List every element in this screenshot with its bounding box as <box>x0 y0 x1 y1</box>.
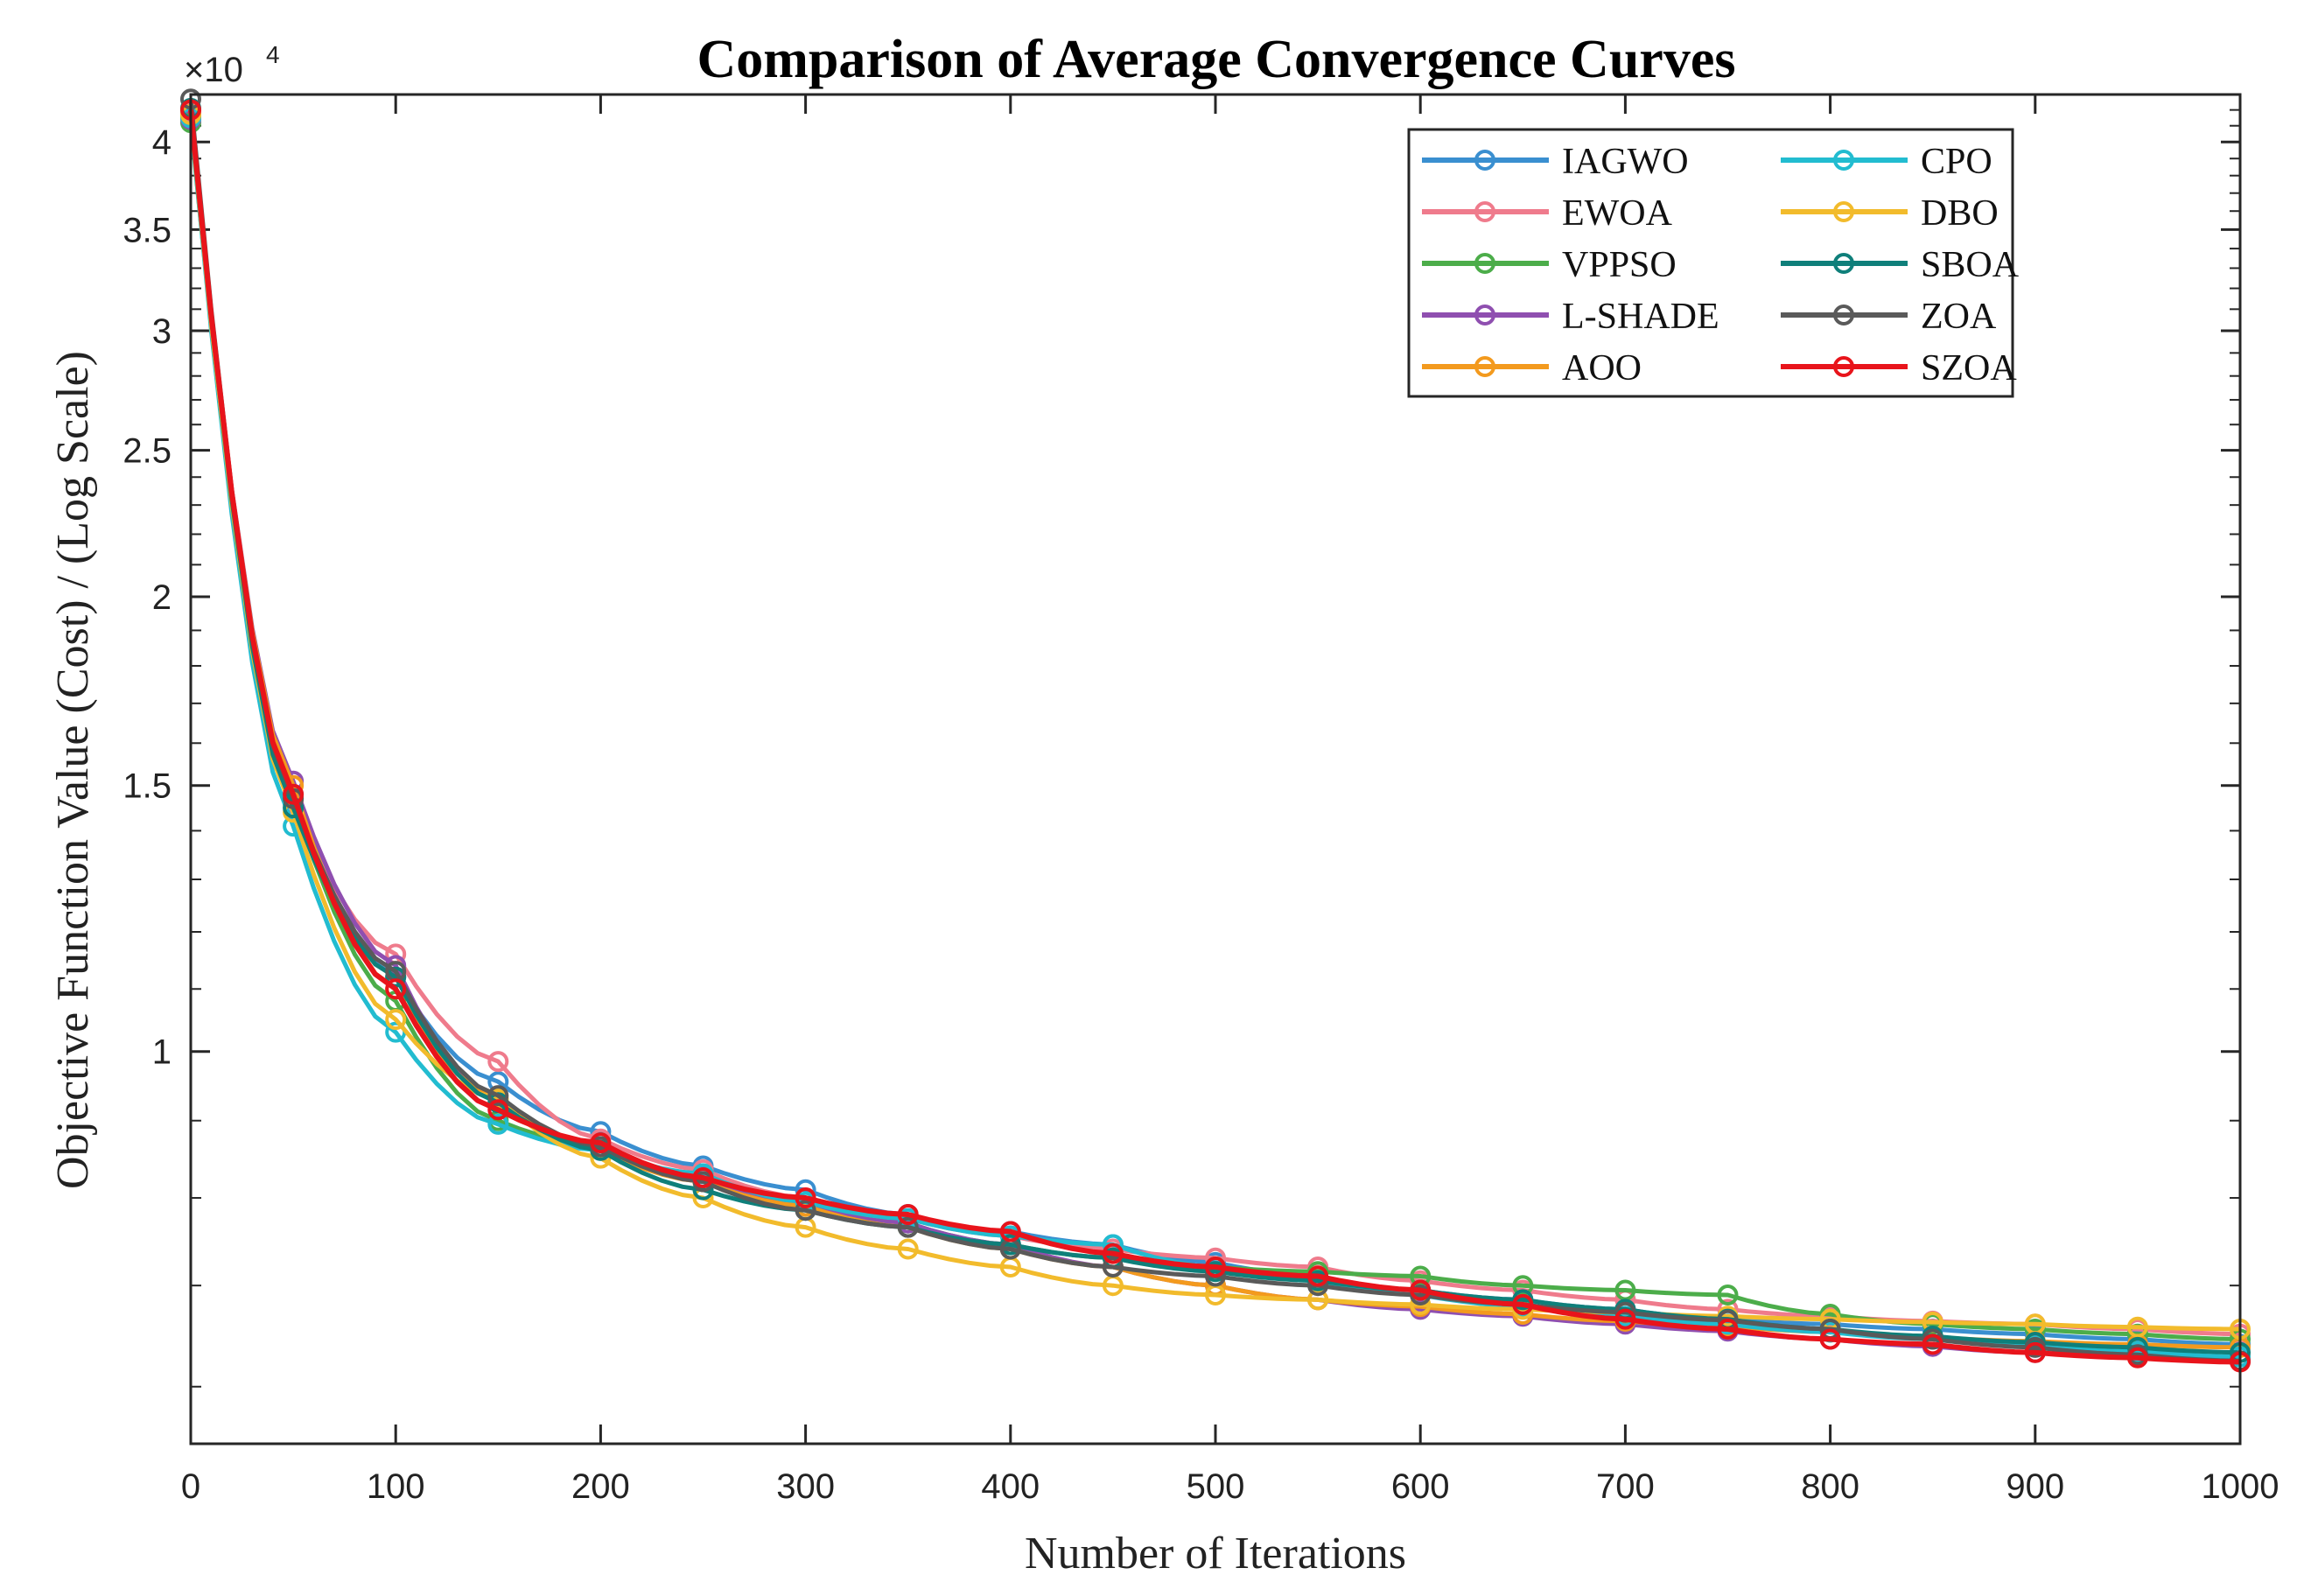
x-tick-label: 100 <box>367 1467 425 1506</box>
data-point <box>897 1204 919 1225</box>
data-point <box>2126 1347 2148 1368</box>
data-point <box>283 783 305 805</box>
legend-item-sboa: SBOA <box>1781 245 2020 285</box>
legend-label: SBOA <box>1921 245 2020 285</box>
data-point <box>999 1221 1021 1242</box>
legend-label: AOO <box>1562 348 1642 388</box>
data-point <box>897 1238 919 1260</box>
legend-label: CPO <box>1921 142 1992 182</box>
data-point <box>1819 1328 1841 1350</box>
axis-ticks <box>189 94 2242 1444</box>
legend-swatch-marker <box>1833 253 1854 274</box>
legend-label: SZOA <box>1921 348 2017 388</box>
data-point <box>1205 1256 1226 1278</box>
y-tick-label: 4 <box>152 123 172 162</box>
data-point <box>795 1187 816 1208</box>
plot-frame <box>189 93 2242 1446</box>
legend: IAGWO EWOA VPPSO L-SHADE AOO CPO DBO SBOA ZOA SZO… <box>1407 128 2020 398</box>
y-tick-label: 1 <box>152 1033 172 1072</box>
legend-swatch-marker <box>1474 356 1495 377</box>
legend-item-dbo: DBO <box>1781 193 1999 234</box>
legend-swatch-marker <box>1833 304 1854 326</box>
y-tick-label: 3 <box>152 312 172 351</box>
data-point <box>487 1051 509 1073</box>
data-point <box>1307 1265 1329 1287</box>
y-tick-label: 3.5 <box>123 211 172 249</box>
data-point <box>1717 1319 1739 1340</box>
y-tick-labels: 1 1.5 2 2.5 3 3.5 4 <box>123 123 172 1071</box>
x-tick-label: 900 <box>2006 1467 2064 1506</box>
x-tick-labels: 0 100 200 300 400 500 600 700 800 900 1000 <box>181 1467 2279 1506</box>
legend-swatch-marker <box>1474 150 1495 171</box>
legend-item-zoa: ZOA <box>1781 297 1997 337</box>
data-point <box>2024 1341 2046 1363</box>
legend-swatch-marker <box>1474 253 1495 274</box>
data-point <box>1410 1279 1432 1301</box>
y-axis-exponent-power: 4 <box>266 41 280 68</box>
legend-item-szoa: SZOA <box>1781 348 2017 388</box>
legend-item-l-shade: L-SHADE <box>1422 297 1719 337</box>
x-tick-label: 800 <box>1801 1467 1859 1506</box>
data-point <box>1717 1284 1739 1306</box>
x-tick-label: 300 <box>776 1467 835 1506</box>
legend-item-vppso: VPPSO <box>1422 245 1677 285</box>
data-point <box>487 1099 509 1121</box>
legend-swatch-marker <box>1833 356 1854 377</box>
y-axis-label: Objective Function Value (Cost) / (Log S… <box>48 351 98 1189</box>
y-tick-label: 1.5 <box>123 767 172 806</box>
data-point <box>1922 1334 1943 1355</box>
x-tick-label: 600 <box>1391 1467 1450 1506</box>
legend-item-aoo: AOO <box>1422 348 1642 388</box>
legend-item-iagwo: IAGWO <box>1422 142 1689 182</box>
legend-label: L-SHADE <box>1562 297 1719 337</box>
data-point <box>2126 1316 2148 1338</box>
legend-label: DBO <box>1921 193 1999 234</box>
legend-label: ZOA <box>1921 297 1997 337</box>
legend-label: VPPSO <box>1562 245 1677 285</box>
y-axis-exponent: ×10 4 <box>184 41 280 89</box>
x-tick-label: 200 <box>571 1467 630 1506</box>
x-tick-label: 400 <box>981 1467 1040 1506</box>
x-tick-label: 0 <box>181 1467 200 1506</box>
data-point <box>487 1113 509 1135</box>
data-point <box>385 978 407 1000</box>
y-tick-label: 2 <box>152 578 172 617</box>
y-tick-label: 2.5 <box>123 432 172 471</box>
legend-swatch-marker <box>1474 201 1495 222</box>
legend-label: IAGWO <box>1562 142 1689 182</box>
legend-label: EWOA <box>1562 193 1673 234</box>
x-axis-label: Number of Iterations <box>1025 1529 1406 1578</box>
data-point <box>897 1216 919 1238</box>
x-tick-label: 500 <box>1187 1467 1245 1506</box>
legend-swatch-marker <box>1474 304 1495 326</box>
chart-title: Comparison of Average Convergence Curves <box>697 30 1736 89</box>
data-point <box>590 1132 612 1154</box>
data-point <box>487 1085 509 1107</box>
legend-item-ewoa: EWOA <box>1422 193 1673 234</box>
data-point <box>1102 1256 1124 1278</box>
x-tick-label: 1000 <box>2202 1467 2279 1506</box>
series-szoa <box>180 99 2251 1373</box>
legend-swatch-marker <box>1833 150 1854 171</box>
legend-item-cpo: CPO <box>1781 142 1992 182</box>
legend-swatch-marker <box>1833 201 1854 222</box>
x-tick-label: 700 <box>1596 1467 1655 1506</box>
series-line <box>188 109 2241 1365</box>
data-point <box>795 1200 816 1222</box>
data-point <box>1512 1293 1534 1315</box>
data-point <box>1614 1308 1636 1330</box>
data-point <box>692 1167 714 1188</box>
data-point <box>385 1009 407 1031</box>
y-axis-exponent-base: ×10 <box>184 51 243 89</box>
data-point <box>1102 1242 1124 1264</box>
